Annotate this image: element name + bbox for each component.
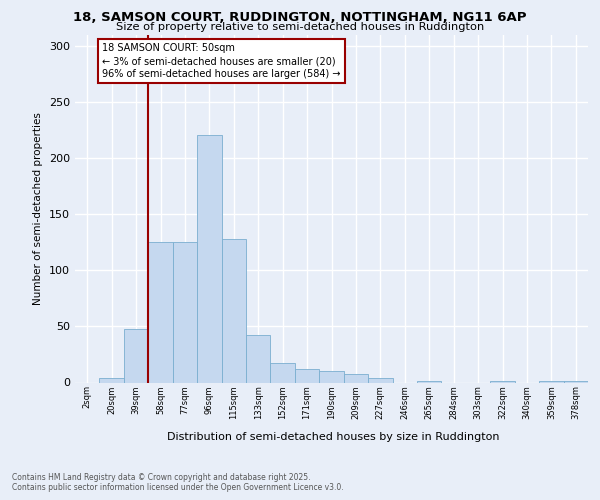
Bar (319, 372, 344, 382)
Y-axis label: Number of semi-detached properties: Number of semi-detached properties (34, 112, 43, 305)
Bar (246, 336, 271, 382)
Bar (124, 328, 148, 382)
Bar (295, 369, 319, 382)
Text: Contains HM Land Registry data © Crown copyright and database right 2025.
Contai: Contains HM Land Registry data © Crown c… (12, 472, 344, 492)
Text: Distribution of semi-detached houses by size in Ruddington: Distribution of semi-detached houses by … (167, 432, 499, 442)
Bar (271, 364, 295, 382)
Text: 18, SAMSON COURT, RUDDINGTON, NOTTINGHAM, NG11 6AP: 18, SAMSON COURT, RUDDINGTON, NOTTINGHAM… (73, 11, 527, 24)
Bar (368, 378, 392, 382)
Bar (100, 378, 124, 382)
Bar (344, 374, 368, 382)
Bar (173, 242, 197, 382)
Bar (148, 242, 173, 382)
Text: 18 SAMSON COURT: 50sqm
← 3% of semi-detached houses are smaller (20)
96% of semi: 18 SAMSON COURT: 50sqm ← 3% of semi-deta… (103, 43, 341, 79)
Text: Size of property relative to semi-detached houses in Ruddington: Size of property relative to semi-detach… (116, 22, 484, 32)
Bar (221, 239, 246, 382)
Bar (197, 135, 221, 382)
